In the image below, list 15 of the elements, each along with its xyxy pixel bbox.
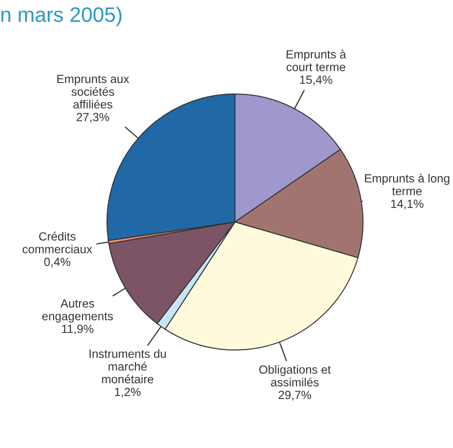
slice-label: Emprunts à court terme (286, 50, 346, 72)
slice-label: Autres engagements (42, 299, 113, 323)
slice-label: Instruments du marché monétaire (90, 349, 166, 384)
slice-label: Obligations et assimilés (259, 365, 331, 386)
chart-title: n mars 2005) (1, 6, 122, 26)
data-label: 0,4% (44, 258, 70, 268)
data-label: 15,4% (300, 76, 332, 86)
slice-label: Emprunts aux sociétés affiliées (57, 74, 130, 109)
data-label: 27,3% (76, 112, 110, 123)
slice-label: Crédits commerciaux (22, 232, 92, 254)
data-label: 29,7% (278, 390, 312, 401)
data-label: 1,2% (115, 388, 141, 398)
slice-label: Emprunts à long terme (365, 174, 450, 196)
data-label: 11,9% (62, 324, 94, 334)
data-label: 14,1% (391, 200, 424, 210)
